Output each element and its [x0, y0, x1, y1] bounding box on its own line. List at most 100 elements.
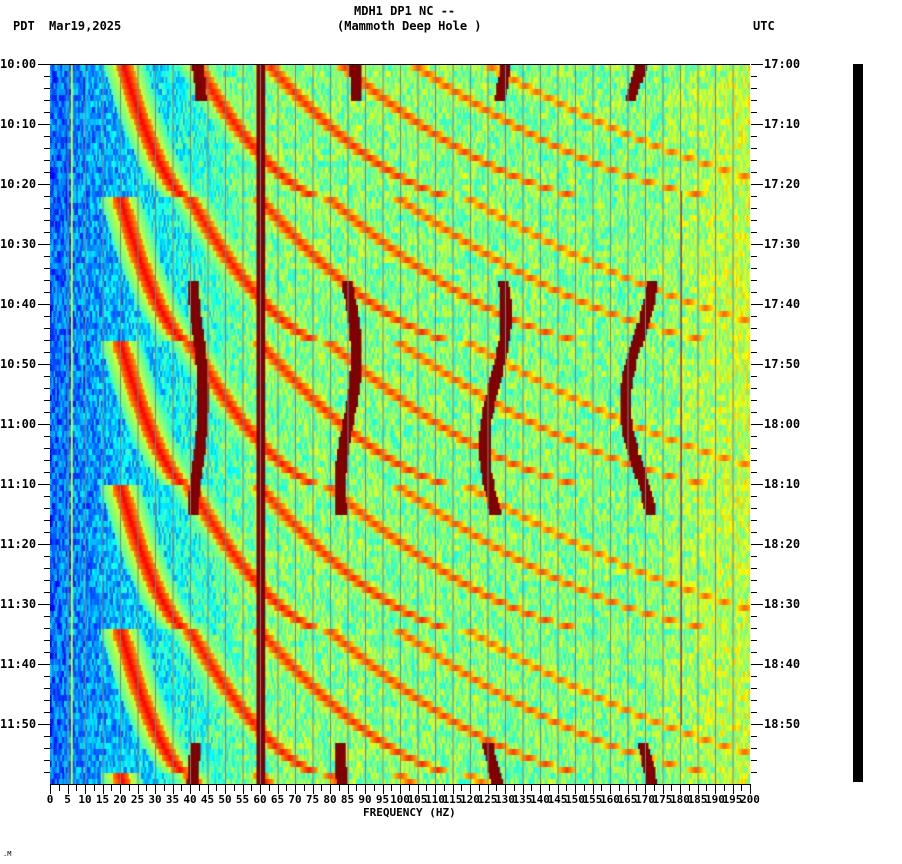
- x-tick-label: 70: [288, 793, 302, 806]
- x-tick: [313, 785, 314, 794]
- y-minor-tick-right: [751, 640, 757, 641]
- x-tick: [225, 785, 226, 794]
- x-tick-label: 155: [582, 793, 603, 806]
- x-tick-label: 40: [183, 793, 197, 806]
- y-minor-tick-right: [751, 148, 757, 149]
- y-minor-tick-left: [44, 340, 50, 341]
- y-major-tick-left: [38, 64, 50, 65]
- x-tick-label: 60: [253, 793, 267, 806]
- x-tick-label: 55: [235, 793, 250, 806]
- x-tick: [260, 785, 261, 794]
- y-minor-tick-left: [44, 148, 50, 149]
- y-minor-tick-right: [751, 700, 757, 701]
- x-tick: [593, 785, 594, 794]
- x-tick-label: 200: [740, 793, 760, 806]
- y-major-tick-right: [751, 424, 763, 425]
- x-tick: [208, 785, 209, 794]
- y-minor-tick-left: [44, 592, 50, 593]
- spectrogram-plot: [50, 64, 750, 785]
- y-minor-tick-right: [751, 748, 757, 749]
- x-tick: [129, 785, 130, 791]
- x-axis-title: FREQUENCY (HZ): [363, 806, 456, 819]
- y-tick-label-right: 17:10: [764, 117, 801, 131]
- x-tick-label: 85: [340, 793, 355, 806]
- x-tick: [94, 785, 95, 791]
- y-minor-tick-left: [44, 700, 50, 701]
- x-tick: [138, 785, 139, 794]
- y-minor-tick-left: [44, 268, 50, 269]
- y-minor-tick-right: [751, 496, 757, 497]
- y-minor-tick-left: [44, 292, 50, 293]
- y-minor-tick-right: [751, 160, 757, 161]
- y-tick-label-right: 18:10: [764, 477, 801, 491]
- y-minor-tick-left: [44, 352, 50, 353]
- y-minor-tick-right: [751, 112, 757, 113]
- x-tick: [531, 785, 532, 791]
- x-tick: [426, 785, 427, 791]
- y-minor-tick-left: [44, 220, 50, 221]
- y-tick-label-left: 10:10: [0, 117, 37, 131]
- x-tick: [453, 785, 454, 794]
- x-tick: [374, 785, 375, 791]
- y-minor-tick-right: [751, 88, 757, 89]
- y-tick-label-left: 11:10: [0, 477, 37, 491]
- y-minor-tick-left: [44, 400, 50, 401]
- x-tick-label: 25: [130, 793, 145, 806]
- y-minor-tick-right: [751, 556, 757, 557]
- y-tick-label-right: 18:30: [764, 597, 801, 611]
- y-major-tick-left: [38, 724, 50, 725]
- y-minor-tick-right: [751, 772, 757, 773]
- x-tick: [164, 785, 165, 791]
- y-minor-tick-left: [44, 316, 50, 317]
- y-major-tick-right: [751, 664, 763, 665]
- y-minor-tick-right: [751, 268, 757, 269]
- x-tick: [365, 785, 366, 794]
- x-tick: [610, 785, 611, 794]
- x-tick: [619, 785, 620, 791]
- y-minor-tick-right: [751, 580, 757, 581]
- y-minor-tick-right: [751, 616, 757, 617]
- x-tick: [85, 785, 86, 794]
- x-tick: [601, 785, 602, 791]
- x-tick-label: 190: [705, 793, 725, 806]
- x-tick: [304, 785, 305, 791]
- y-minor-tick-right: [751, 292, 757, 293]
- y-major-tick-left: [38, 364, 50, 365]
- y-tick-label-right: 18:00: [764, 417, 801, 431]
- y-minor-tick-left: [44, 688, 50, 689]
- y-minor-tick-left: [44, 436, 50, 437]
- x-tick: [251, 785, 252, 791]
- y-major-tick-left: [38, 304, 50, 305]
- y-tick-label-left: 11:20: [0, 537, 37, 551]
- y-major-tick-right: [751, 544, 763, 545]
- x-tick-label: 160: [600, 793, 620, 806]
- x-tick: [339, 785, 340, 791]
- y-minor-tick-left: [44, 172, 50, 173]
- y-tick-label-right: 18:20: [764, 537, 801, 551]
- y-minor-tick-right: [751, 412, 757, 413]
- x-tick: [733, 785, 734, 794]
- x-tick-label: 95: [375, 793, 390, 806]
- y-minor-tick-left: [44, 232, 50, 233]
- x-tick: [505, 785, 506, 794]
- x-tick-label: 180: [670, 793, 690, 806]
- x-tick: [523, 785, 524, 794]
- x-tick: [103, 785, 104, 794]
- y-tick-label-right: 17:40: [764, 297, 801, 311]
- y-tick-label-right: 17:30: [764, 237, 801, 251]
- y-tick-label-left: 10:20: [0, 177, 37, 191]
- y-minor-tick-right: [751, 520, 757, 521]
- x-tick: [496, 785, 497, 791]
- y-minor-tick-right: [751, 316, 757, 317]
- y-minor-tick-right: [751, 508, 757, 509]
- x-tick-label: 185: [687, 793, 708, 806]
- y-tick-label-right: 18:50: [764, 717, 801, 731]
- y-minor-tick-right: [751, 388, 757, 389]
- x-tick: [269, 785, 270, 791]
- x-tick-label: 80: [323, 793, 337, 806]
- y-minor-tick-left: [44, 448, 50, 449]
- x-tick-label: 120: [460, 793, 480, 806]
- y-tick-label-left: 10:30: [0, 237, 37, 251]
- x-tick: [173, 785, 174, 794]
- y-minor-tick-left: [44, 736, 50, 737]
